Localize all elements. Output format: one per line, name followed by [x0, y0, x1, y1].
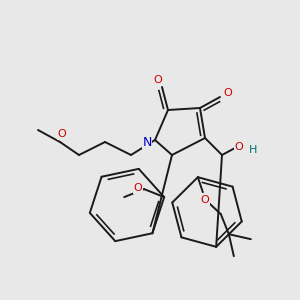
Text: O: O	[235, 142, 243, 152]
Text: O: O	[224, 88, 232, 98]
Text: O: O	[134, 183, 142, 193]
Text: N: N	[142, 136, 152, 148]
Text: O: O	[58, 129, 66, 139]
Text: O: O	[154, 75, 162, 85]
Text: H: H	[249, 145, 257, 155]
Text: O: O	[200, 195, 209, 205]
